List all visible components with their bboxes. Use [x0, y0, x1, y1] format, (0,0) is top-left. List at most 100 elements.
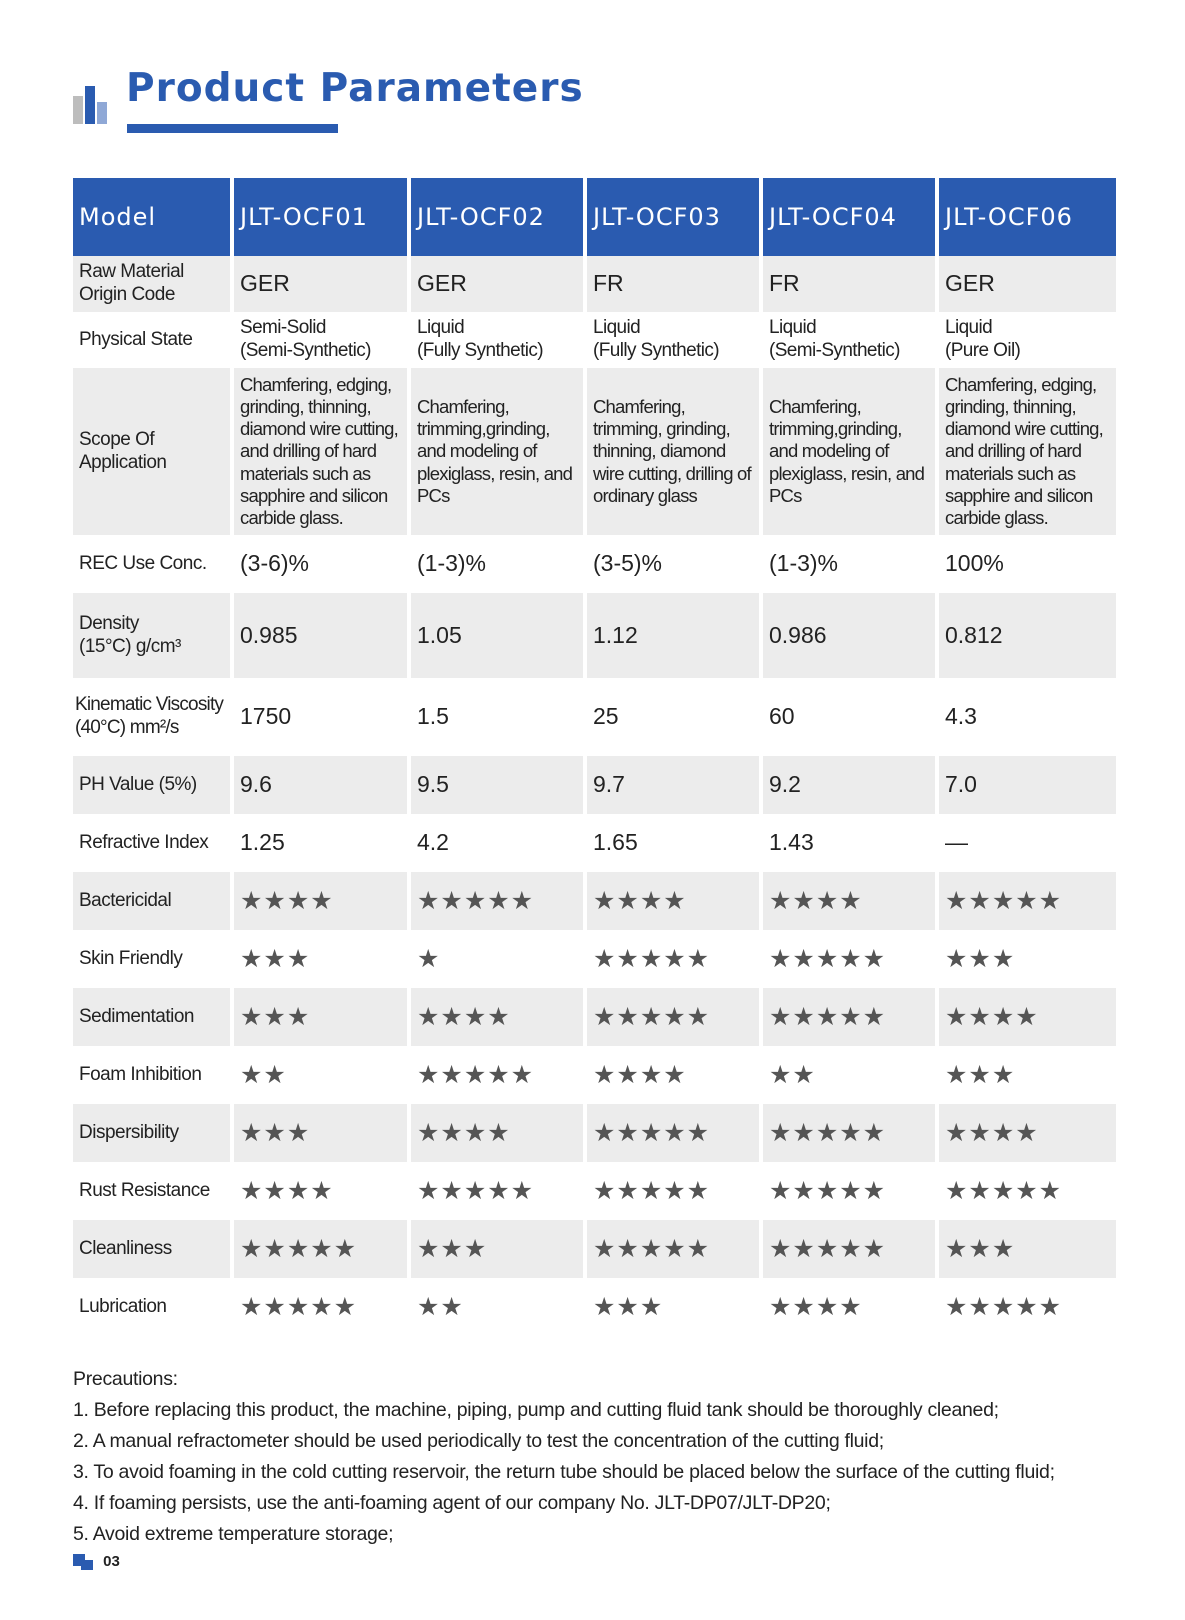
precaution-item: 2. A manual refractometer should be used…	[73, 1430, 884, 1452]
table-cell: GER	[411, 256, 587, 312]
table-cell: FR	[587, 256, 763, 312]
table-row-cleanliness: Cleanliness ★★★★★ ★★★ ★★★★★ ★★★★★ ★★★	[73, 1220, 1116, 1278]
star-rating: ★★★	[234, 1104, 411, 1162]
table-cell: 4.2	[411, 814, 587, 872]
title-underline	[127, 124, 338, 133]
table-cell: 1.43	[763, 814, 939, 872]
star-rating: ★	[411, 930, 587, 988]
table-cell: (3-5)%	[587, 535, 763, 593]
row-label-line: Density	[79, 612, 139, 634]
row-label: REC Use Conc.	[73, 535, 234, 593]
table-cell: Semi-Solid (Semi-Synthetic)	[234, 312, 411, 368]
star-rating: ★★★★★	[587, 1104, 763, 1162]
precaution-item: 3. To avoid foaming in the cold cutting …	[73, 1461, 1055, 1483]
table-cell: (3-6)%	[234, 535, 411, 593]
row-label: Skin Friendly	[73, 930, 234, 988]
row-label-line: (15°C) g/cm³	[79, 635, 181, 657]
row-label: Density (15°C) g/cm³	[73, 593, 234, 678]
table-row-dispersibility: Dispersibility ★★★ ★★★★ ★★★★★ ★★★★★ ★★★★	[73, 1104, 1116, 1162]
table-cell: 7.0	[939, 756, 1116, 814]
star-rating: ★★★★★	[411, 1046, 587, 1104]
table-row-physical-state: Physical State Semi-Solid (Semi-Syntheti…	[73, 312, 1116, 368]
table-cell: GER	[234, 256, 411, 312]
row-label-line: Origin Code	[79, 284, 175, 305]
model-header: Model	[73, 178, 234, 256]
table-row-skin-friendly: Skin Friendly ★★★ ★ ★★★★★ ★★★★★ ★★★	[73, 930, 1116, 988]
row-label: Raw Material Origin Code	[73, 256, 234, 312]
row-label: Cleanliness	[73, 1220, 234, 1278]
row-label: Refractive Index	[73, 814, 234, 872]
table-cell: 1750	[234, 678, 411, 756]
cell-line: (Semi-Synthetic)	[240, 340, 371, 361]
table-cell: FR	[763, 256, 939, 312]
table-cell: —	[939, 814, 1116, 872]
star-rating: ★★★★★	[234, 1278, 411, 1336]
star-rating: ★★★	[587, 1278, 763, 1336]
table-cell: 9.6	[234, 756, 411, 814]
row-label: Rust Resistance	[73, 1162, 234, 1220]
table-row-ph: PH Value (5%) 9.6 9.5 9.7 9.2 7.0	[73, 756, 1116, 814]
table-cell: Liquid (Fully Synthetic)	[587, 312, 763, 368]
row-label: Bactericidal	[73, 872, 234, 930]
cell-line: (Pure Oil)	[945, 340, 1021, 361]
star-rating: ★★★★★	[411, 872, 587, 930]
cell-line: Semi-Solid	[240, 317, 326, 339]
cell-line: (Fully Synthetic)	[593, 340, 720, 361]
table-row-scope: Scope Of Application Chamfering, edging,…	[73, 368, 1116, 535]
row-label: Scope Of Application	[73, 368, 234, 535]
table-cell: Liquid (Pure Oil)	[939, 312, 1116, 368]
table-row-origin: Raw Material Origin Code GER GER FR FR G…	[73, 256, 1116, 312]
star-rating: ★★★★	[939, 1104, 1116, 1162]
model-name: JLT-OCF02	[411, 178, 587, 256]
table-row-refractive: Refractive Index 1.25 4.2 1.65 1.43 —	[73, 814, 1116, 872]
star-rating: ★★★★	[763, 872, 939, 930]
star-rating: ★★★	[234, 988, 411, 1046]
star-rating: ★★★★★	[763, 1220, 939, 1278]
star-rating: ★★★★★	[763, 1104, 939, 1162]
row-label: Physical State	[73, 312, 234, 368]
precaution-item: 5. Avoid extreme temperature storage;	[73, 1523, 394, 1545]
table-cell: 0.985	[234, 593, 411, 678]
table-cell: Liquid (Fully Synthetic)	[411, 312, 587, 368]
star-rating: ★★★★	[411, 988, 587, 1046]
page-number: 03	[103, 1553, 120, 1570]
precautions-section: Precautions: 1. Before replacing this pr…	[73, 1364, 1055, 1550]
row-label-line: (40°C) mm²/s	[75, 717, 179, 738]
precautions-heading: Precautions:	[73, 1368, 178, 1390]
star-rating: ★★★★	[763, 1278, 939, 1336]
table-cell: Chamfering, trimming,grinding, and model…	[763, 368, 939, 535]
star-rating: ★★★★★	[939, 1162, 1116, 1220]
star-rating: ★★★★★	[939, 872, 1116, 930]
star-rating: ★★★★★	[587, 988, 763, 1046]
table-cell: 0.986	[763, 593, 939, 678]
table-row-bactericidal: Bactericidal ★★★★ ★★★★★ ★★★★ ★★★★ ★★★★★	[73, 872, 1116, 930]
row-label: Sedimentation	[73, 988, 234, 1046]
row-label: Kinematic Viscosity (40°C) mm²/s	[73, 678, 234, 756]
row-label: PH Value (5%)	[73, 756, 234, 814]
star-rating: ★★★★	[234, 872, 411, 930]
star-rating: ★★★★★	[411, 1162, 587, 1220]
table-row-foam-inhibition: Foam Inhibition ★★ ★★★★★ ★★★★ ★★ ★★★	[73, 1046, 1116, 1104]
cell-line: (Semi-Synthetic)	[769, 340, 900, 361]
product-parameters-table: Model JLT-OCF01 JLT-OCF02 JLT-OCF03 JLT-…	[73, 178, 1116, 1336]
table-cell: Liquid (Semi-Synthetic)	[763, 312, 939, 368]
table-row-rust-resistance: Rust Resistance ★★★★ ★★★★★ ★★★★★ ★★★★★ ★…	[73, 1162, 1116, 1220]
row-label-line: Kinematic Viscosity	[75, 694, 224, 716]
table-cell: Chamfering, trimming,grinding, and model…	[411, 368, 587, 535]
star-rating: ★★★★★	[763, 988, 939, 1046]
table-cell: Chamfering, edging, grinding, thinning, …	[939, 368, 1116, 535]
model-name: JLT-OCF03	[587, 178, 763, 256]
model-name: JLT-OCF01	[234, 178, 411, 256]
star-rating: ★★★★	[234, 1162, 411, 1220]
star-rating: ★★★★★	[763, 1162, 939, 1220]
table-cell: 1.05	[411, 593, 587, 678]
star-rating: ★★★★★	[587, 1162, 763, 1220]
model-name: JLT-OCF04	[763, 178, 939, 256]
table-cell: 4.3	[939, 678, 1116, 756]
row-label-line: Scope Of	[79, 428, 155, 450]
row-label: Lubrication	[73, 1278, 234, 1336]
table-cell: 1.25	[234, 814, 411, 872]
table-cell: 1.65	[587, 814, 763, 872]
table-row-viscosity: Kinematic Viscosity (40°C) mm²/s 1750 1.…	[73, 678, 1116, 756]
table-row-density: Density (15°C) g/cm³ 0.985 1.05 1.12 0.9…	[73, 593, 1116, 678]
